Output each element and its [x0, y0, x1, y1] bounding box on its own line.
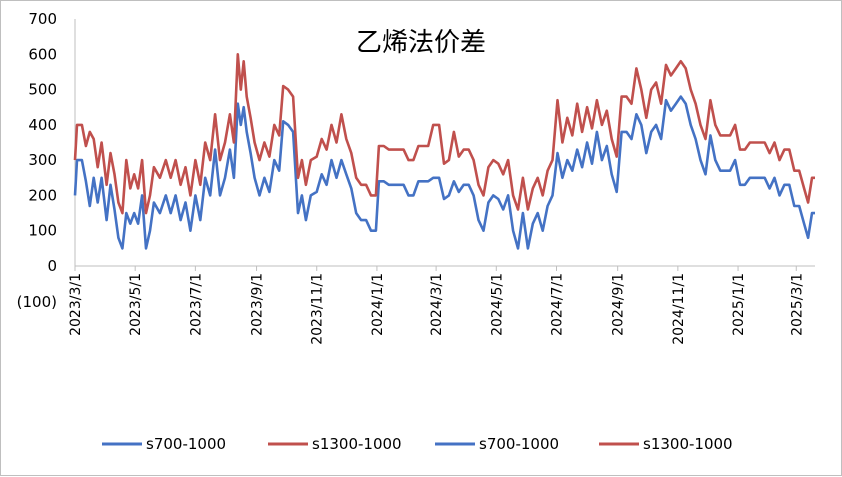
x-tick-label: 2024/7/1 — [549, 273, 565, 336]
series-line-s1300-1000 — [73, 52, 815, 215]
legend-item: s700-1000 — [435, 435, 559, 453]
legend-label: s700-1000 — [479, 435, 559, 453]
chart-title: 乙烯法价差 — [356, 28, 486, 58]
legend-item: s1300-1000 — [268, 435, 402, 453]
y-tick-label: 300 — [28, 151, 57, 169]
x-tick-label: 2023/9/1 — [250, 273, 266, 336]
x-tick-label: 2024/1/1 — [370, 273, 386, 336]
y-tick-label: 700 — [28, 10, 57, 28]
x-tick-label: 2023/7/1 — [188, 273, 204, 336]
y-tick-label: 500 — [28, 81, 57, 99]
x-tick-label: 2024/5/1 — [489, 273, 505, 336]
x-tick-label: 2024/11/1 — [671, 273, 687, 345]
y-tick-label: 600 — [28, 45, 57, 63]
y-tick-label: 100 — [28, 222, 57, 240]
x-tick-label: 2024/9/1 — [611, 273, 627, 336]
x-tick-label: 2023/5/1 — [128, 273, 144, 336]
y-tick-label: 400 — [28, 116, 57, 134]
series-lines — [73, 52, 815, 250]
y-tick-label: 200 — [28, 186, 57, 204]
legend-item: s700-1000 — [102, 435, 226, 453]
x-tick-label: 2023/11/1 — [310, 273, 326, 345]
legend-item: s1300-1000 — [599, 435, 733, 453]
x-tick-label: 2024/3/1 — [429, 273, 445, 336]
y-tick-label: 0 — [47, 257, 57, 275]
series-line-s700-1000 — [73, 95, 815, 250]
legend-label: s1300-1000 — [643, 435, 733, 453]
legend-label: s700-1000 — [146, 435, 226, 453]
x-axis-ticks: 2023/3/1 2023/5/1 2023/7/1 2023/9/1 2023/11/… — [68, 266, 805, 345]
legend: s700-1000 s1300-1000 s700-1000 s1300-1000 — [102, 435, 733, 453]
y-tick-negative-label: (100) — [17, 293, 57, 311]
x-tick-label: 2023/3/1 — [68, 273, 84, 336]
x-tick-label: 2025/3/1 — [789, 273, 805, 336]
x-tick-label: 2025/1/1 — [731, 273, 747, 336]
y-axis-ticks: 700 600 500 400 300 200 100 0 — [28, 10, 57, 275]
legend-label: s1300-1000 — [312, 435, 402, 453]
